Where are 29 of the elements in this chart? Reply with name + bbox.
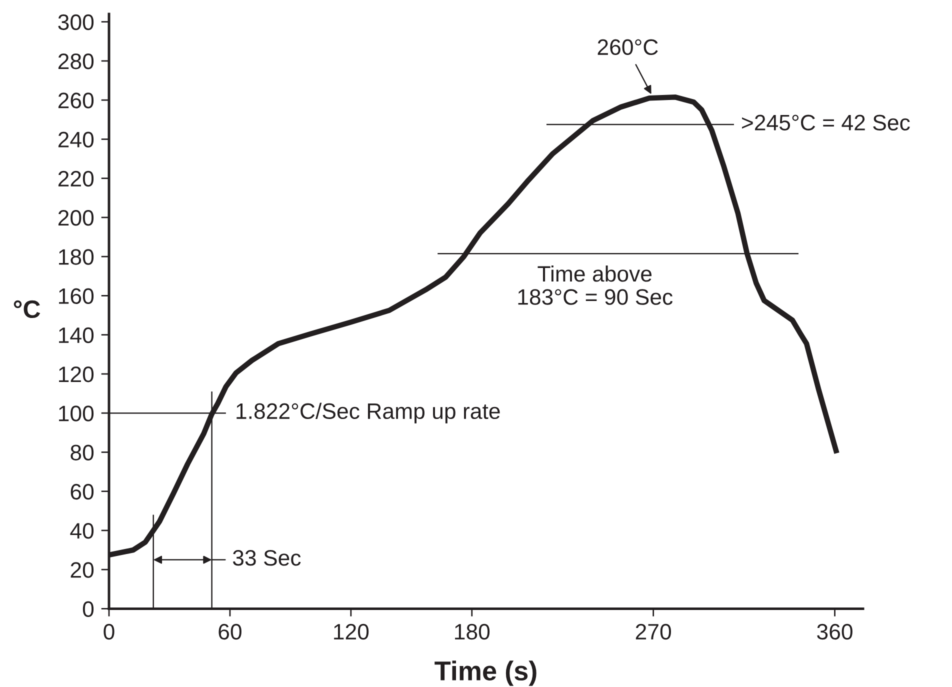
y-tick-label: 240 xyxy=(58,132,94,148)
y-tick-label: 260 xyxy=(58,92,94,108)
x-tick-label: 0 xyxy=(104,624,114,640)
y-tick-label: 220 xyxy=(58,170,94,187)
y-tick-label: 140 xyxy=(59,327,94,344)
y-tick-label: 120 xyxy=(59,366,94,382)
y-tick-label: 180 xyxy=(59,249,94,265)
x-tick-label: 120 xyxy=(334,624,369,640)
y-tick-label: 300 xyxy=(58,14,94,30)
x-axis-title: Time (s) xyxy=(434,660,536,686)
annotation: Time above 183°C = 90 Sec xyxy=(518,265,673,305)
annotation: 33 Sec xyxy=(232,550,301,566)
annotation: >245°C = 42 Sec xyxy=(742,114,910,130)
y-tick-label: 20 xyxy=(70,562,94,578)
x-tick-label: 180 xyxy=(455,624,490,640)
annotation: 1.822°C/Sec Ramp up rate xyxy=(236,402,500,424)
x-tick-label: 360 xyxy=(817,624,852,640)
y-tick-label: 160 xyxy=(59,288,94,304)
annotation: 260°C xyxy=(598,39,658,56)
x-tick-label: 60 xyxy=(218,624,242,640)
y-tick-label: 60 xyxy=(70,484,94,500)
y-tick-label: 280 xyxy=(58,53,94,70)
x-tick-label: 270 xyxy=(636,624,672,640)
y-tick-label: 100 xyxy=(59,406,94,422)
y-tick-label: 80 xyxy=(70,444,94,460)
y-tick-label: 0 xyxy=(82,601,94,617)
y-axis-title: °C xyxy=(14,300,40,318)
y-tick-label: 200 xyxy=(58,210,94,226)
y-tick-label: 40 xyxy=(70,522,94,539)
